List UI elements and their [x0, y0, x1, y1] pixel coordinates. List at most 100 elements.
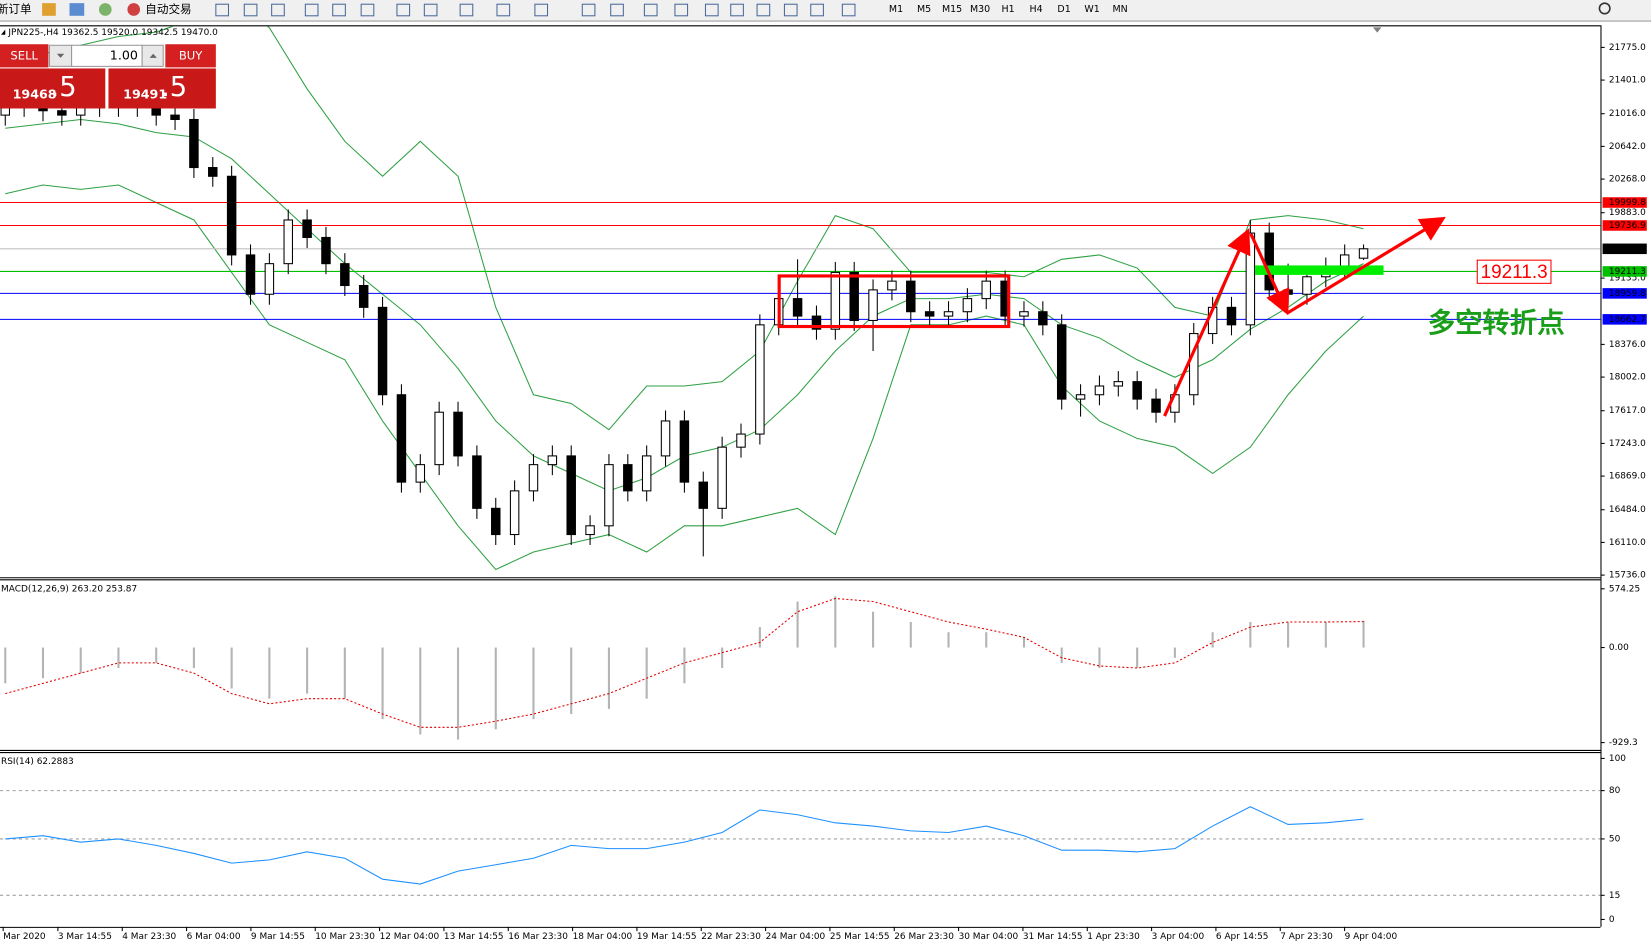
candle-body — [226, 175, 237, 256]
annotation-box — [1476, 259, 1552, 284]
tool-icon[interactable] — [643, 3, 658, 17]
tool-icon[interactable] — [396, 3, 411, 17]
tool-icon[interactable] — [459, 3, 474, 17]
tool-icon[interactable] — [756, 3, 771, 17]
toolbar-icons — [215, 3, 856, 17]
candle-body — [547, 455, 558, 466]
tool-icon[interactable] — [496, 3, 511, 17]
macd-bar — [985, 632, 988, 648]
timeframe-bar: M1 M5 M15 M30 H1 H4 D1 W1 MN — [889, 4, 1128, 15]
candle-body — [358, 284, 369, 308]
tool-icon[interactable] — [610, 3, 624, 17]
bid-box[interactable] — [0, 68, 106, 109]
tool-icon[interactable] — [783, 3, 798, 17]
auto-trading-button[interactable]: 自动交易 — [145, 2, 191, 16]
time-axis: Mar 2020 3 Mar 14:55 4 Mar 23:30 6 Mar 04:0… — [2, 926, 1397, 942]
tool-icon[interactable] — [423, 3, 438, 17]
candle-body — [283, 219, 293, 265]
arrow — [1249, 233, 1290, 316]
timeframe-button[interactable]: M5 — [917, 4, 931, 15]
tool-icon[interactable] — [730, 3, 744, 17]
x-tick-label: 13 Mar 14:55 — [444, 932, 504, 942]
buy-button[interactable] — [165, 44, 216, 68]
tool-icon[interactable] — [304, 3, 319, 17]
x-tick-label: 22 Mar 23:30 — [701, 932, 761, 942]
y-tick-label: 15 — [1609, 891, 1620, 901]
timeframe-button[interactable]: W1 — [1084, 4, 1099, 15]
candle-body — [585, 525, 595, 536]
candle-body — [453, 411, 463, 457]
tool-icon[interactable] — [271, 3, 285, 17]
x-tick-label: Mar 2020 — [3, 932, 46, 942]
tool-icon[interactable] — [360, 3, 375, 17]
candle-body — [755, 324, 765, 435]
macd-bar — [117, 647, 120, 669]
macd-bar — [834, 596, 837, 648]
timeframe-button[interactable]: D1 — [1057, 4, 1070, 15]
tool-icon[interactable] — [215, 3, 230, 17]
timeframe-button[interactable]: M30 — [970, 4, 990, 15]
macd-bar — [230, 647, 233, 689]
macd-bar — [192, 647, 195, 669]
tool-icon[interactable] — [810, 3, 824, 17]
tool-icon[interactable] — [674, 3, 689, 17]
candle-body — [415, 464, 426, 483]
candle-body — [1075, 394, 1086, 400]
ask-price: 19491 — [123, 86, 167, 101]
price-level-tag — [1602, 220, 1647, 231]
macd-bar — [645, 647, 648, 699]
buy-label[interactable]: BUY — [179, 48, 203, 62]
macd-bar — [909, 621, 912, 648]
icon[interactable] — [98, 3, 112, 16]
sell-button[interactable] — [0, 44, 49, 68]
macd-bar — [947, 632, 950, 648]
tool-icon[interactable] — [841, 3, 856, 17]
y-tick-label: 100 — [1609, 754, 1626, 764]
candle-body — [736, 433, 746, 448]
indicator-title: RSI(14) 62.2883 — [1, 757, 74, 767]
sell-label[interactable]: SELL — [10, 48, 38, 62]
tool-icon[interactable] — [581, 3, 596, 17]
new-order-button[interactable]: 新订单 — [0, 2, 32, 16]
tool-icon[interactable] — [704, 3, 719, 17]
y-tick-label: 21401.0 — [1609, 76, 1646, 86]
macd-bar — [306, 647, 309, 694]
candle-body — [906, 280, 916, 313]
rsi-panel: RSI(14) 62.2883 100 80 50 15 0 — [0, 754, 1626, 925]
price-level-tag — [1602, 266, 1647, 277]
plot-area — [4, 596, 1365, 740]
search-icon[interactable] — [1598, 2, 1611, 15]
macd-panel: MACD(12,26,9) 263.20 253.87 574.25 0.00 -92… — [1, 584, 1640, 748]
x-tick-label: 25 Mar 14:55 — [830, 932, 890, 942]
x-tick-label: 24 Mar 04:00 — [766, 932, 826, 942]
candle-body — [660, 420, 671, 457]
y-tick-label: 19883.0 — [1609, 208, 1646, 218]
timeframe-button[interactable]: M15 — [942, 4, 962, 15]
y-tick-label: 80 — [1609, 786, 1621, 796]
lot-value[interactable]: 1.00 — [110, 47, 138, 62]
auto-trading-icon[interactable] — [127, 3, 141, 16]
macd-bar — [607, 647, 610, 709]
timeframe-button[interactable]: MN — [1112, 4, 1127, 15]
y-tick-label: 15736.0 — [1609, 571, 1646, 581]
candle-body — [849, 271, 859, 321]
icon[interactable] — [69, 3, 85, 16]
x-tick-label: 31 Mar 14:55 — [1023, 932, 1083, 942]
timeframe-button[interactable]: H4 — [1030, 4, 1043, 15]
icon[interactable] — [42, 3, 56, 16]
chart-title: JPN225-,H4 19362.5 19520.0 19342.5 19470… — [7, 28, 218, 38]
candle-body — [1019, 311, 1029, 317]
timeframe-button[interactable]: H1 — [1002, 4, 1015, 15]
annotation-text: 多空转折点 — [1428, 307, 1565, 339]
bollinger-band — [5, 184, 1364, 571]
tool-icon[interactable] — [332, 3, 346, 17]
macd-bar — [683, 647, 686, 684]
tool-icon[interactable] — [534, 3, 549, 17]
timeframe-button[interactable]: M1 — [889, 4, 903, 15]
candle-body — [641, 455, 652, 492]
candle-body — [943, 311, 954, 317]
one-click-trading: SELL 1.00 BUY 19468 .5 19491 .5 — [0, 44, 216, 109]
ask-box[interactable] — [108, 68, 216, 109]
tool-icon[interactable] — [243, 3, 258, 17]
